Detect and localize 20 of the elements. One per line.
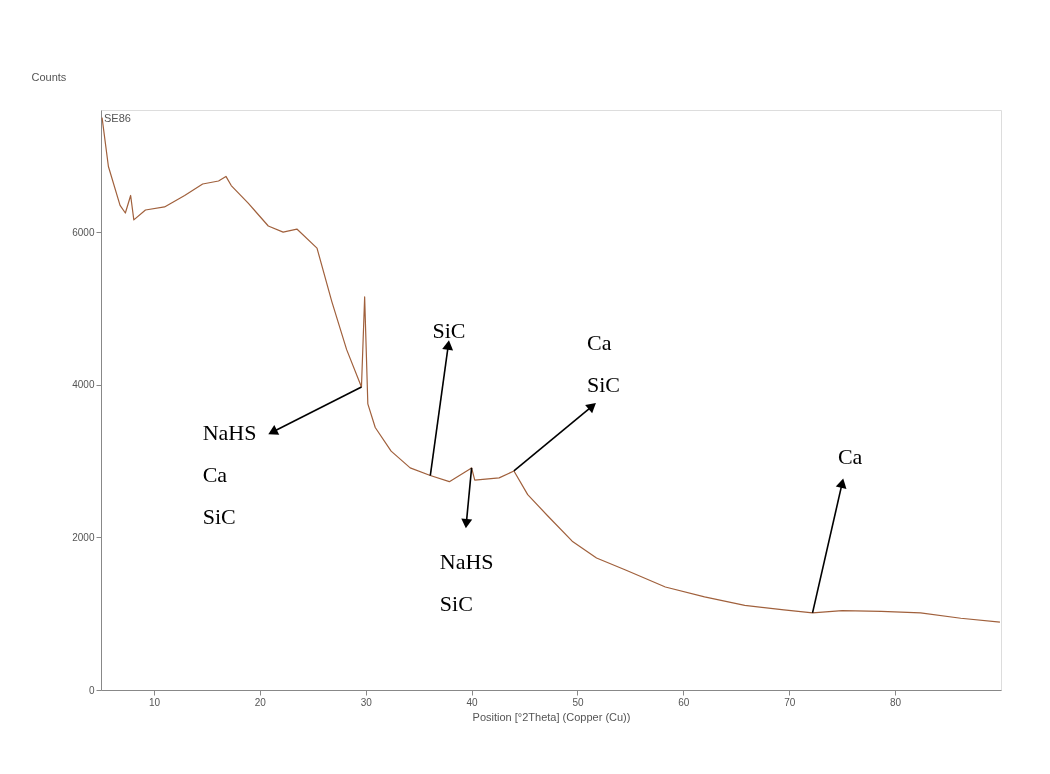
x-tick-label: 60 [678, 696, 690, 708]
annotation: Ca [837, 443, 863, 469]
annotation: NaHS SiC [439, 548, 494, 616]
x-tick-label: 20 [254, 696, 267, 708]
annotation: Ca SiC [587, 329, 621, 397]
y-tick-label: 0 [88, 684, 95, 696]
x-tick-label: 10 [148, 696, 161, 708]
annotation: SE86 [104, 112, 131, 124]
x-tick-label: 40 [466, 696, 479, 708]
y-axis-title: Counts [31, 70, 67, 83]
x-tick-label: 50 [572, 696, 584, 708]
x-tick-label: 30 [360, 696, 373, 708]
x-tick-label: 80 [890, 696, 902, 708]
y-tick-label: 6000 [72, 226, 95, 238]
y-tick-label: 2000 [72, 531, 95, 543]
annotation: SiC [432, 317, 466, 343]
x-axis-title: Position [°2Theta] (Copper (Cu)) [472, 710, 631, 723]
y-tick-label: 4000 [72, 379, 95, 391]
annotation: NaHS Ca SiC [202, 419, 257, 529]
x-tick-label: 70 [784, 696, 796, 708]
